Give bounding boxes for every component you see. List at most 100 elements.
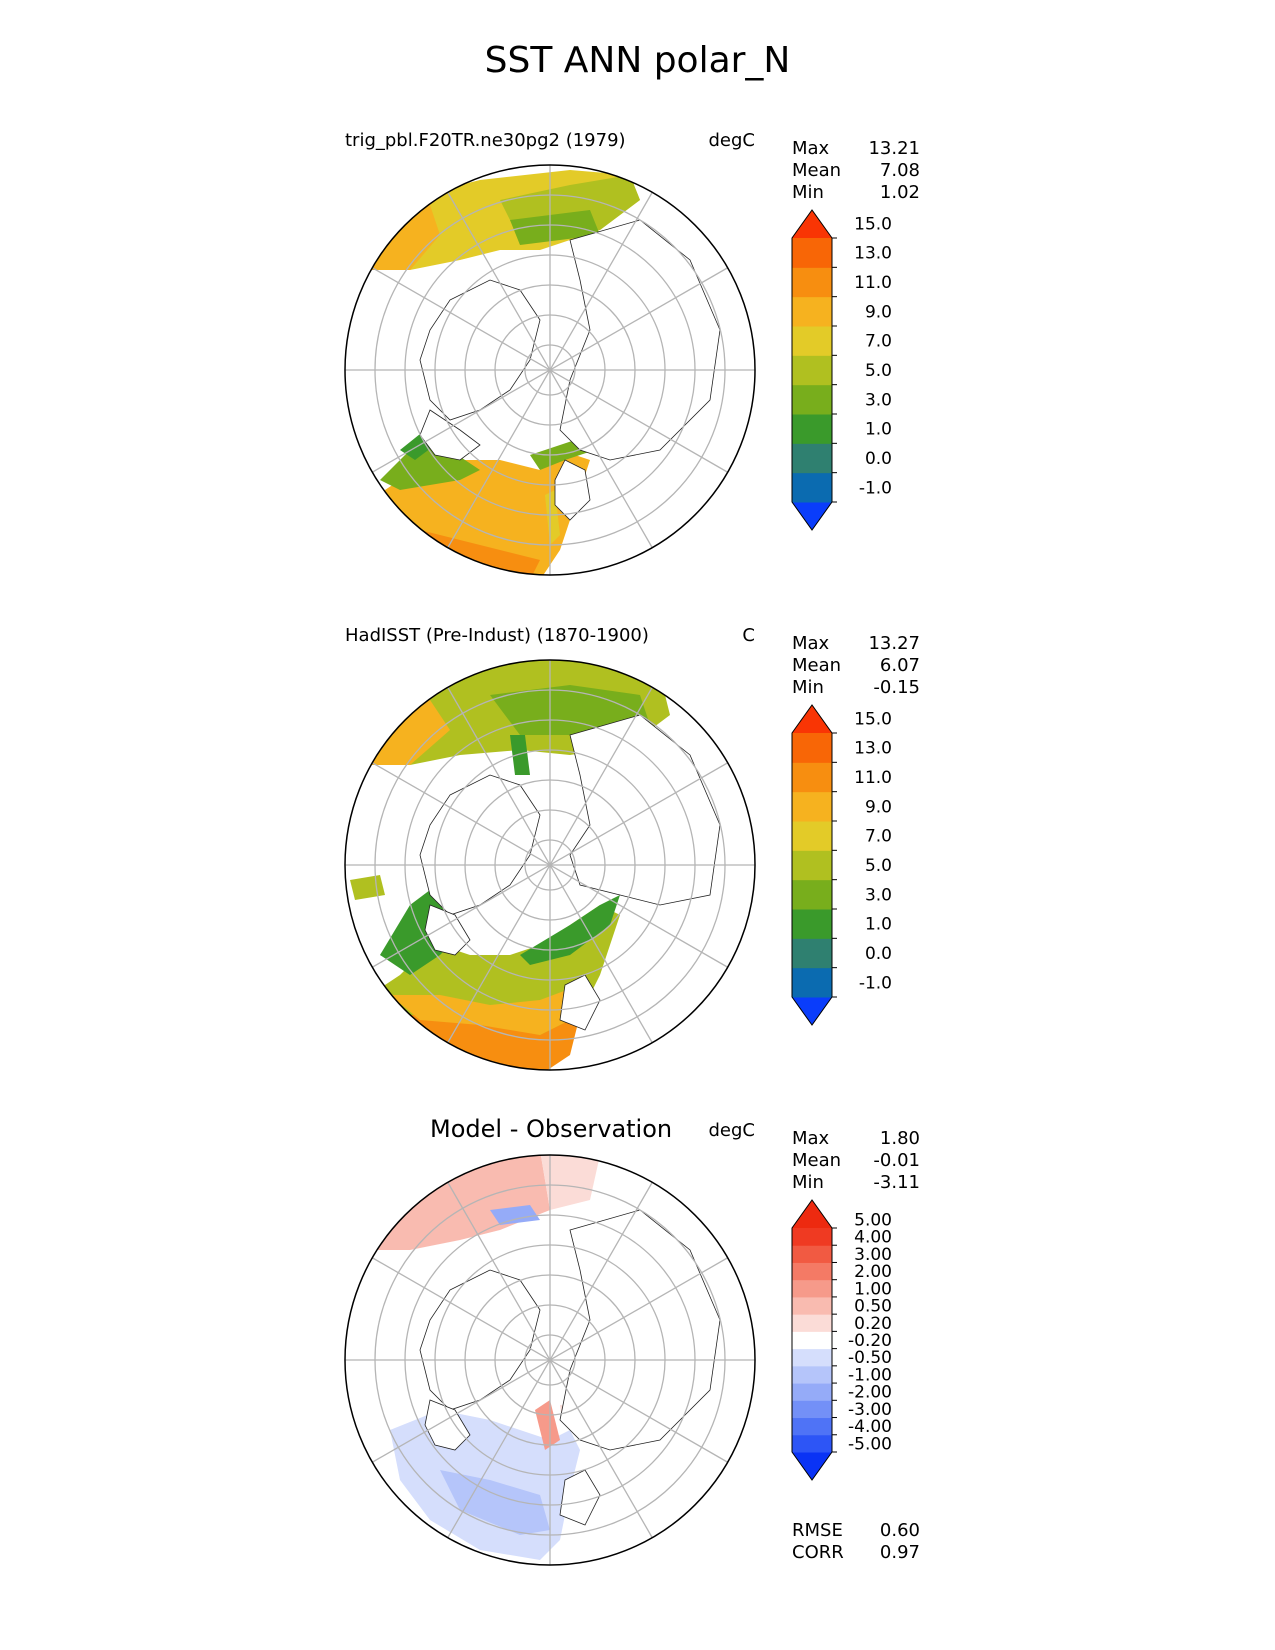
landmass-north-america <box>419 1269 541 1411</box>
colorbar-tick-label: 0.50 <box>854 1297 892 1317</box>
landmass-scandinavia <box>554 459 591 521</box>
colorbar: -5.00-4.00-3.00-2.00-1.00-0.50-0.200.200… <box>791 1199 892 1481</box>
colorbar-tick-label: 1.00 <box>854 1279 892 1299</box>
landmass-greenland <box>424 1399 471 1451</box>
colorbar-tick-label: 11.0 <box>854 768 892 788</box>
stat-mean-label: Mean <box>792 655 842 676</box>
metrics-box: RMSE 0.60 CORR 0.97 <box>792 1520 920 1564</box>
panel-difference: Model - Observation degC Max 1.80 Mean -0.… <box>0 1110 1275 1590</box>
panel-units: degC <box>708 130 756 151</box>
colorbar-segment <box>792 1279 832 1298</box>
metric-rmse: 0.60 <box>879 1520 920 1541</box>
stat-max: 13.21 <box>868 138 920 159</box>
metric-rmse-label: RMSE <box>792 1520 843 1541</box>
diff-field-pacific-west <box>370 1155 550 1250</box>
colorbar-tick-label: 7.0 <box>865 827 892 847</box>
colorbar-tick-label: -2.00 <box>848 1383 892 1403</box>
ocean-field-atlantic-north <box>380 440 480 490</box>
colorbar-segment <box>792 414 832 444</box>
colorbar-tick-label: 9.0 <box>865 797 892 817</box>
colorbar-tick-label: 5.0 <box>865 856 892 876</box>
polar-map <box>344 659 756 1071</box>
colorbar-tick-label: 2.00 <box>854 1262 892 1282</box>
ocean-field-bering <box>510 210 600 245</box>
colorbar-segment <box>792 1331 832 1350</box>
colorbar-segment <box>792 1296 832 1315</box>
panel-title: HadISST (Pre-Indust) (1870-1900) <box>345 625 649 646</box>
colorbar-tick-label: -5.00 <box>848 1434 892 1454</box>
panel-units: degC <box>708 1120 756 1141</box>
diff-field-atlantic-cold <box>440 1470 550 1535</box>
metric-corr: 0.97 <box>879 1542 920 1563</box>
diff-field-pacific-cold <box>490 1205 540 1225</box>
colorbar-extend-min <box>792 1452 832 1480</box>
colorbar-segment <box>792 879 832 910</box>
stat-min-label: Min <box>792 1172 824 1193</box>
colorbar-segment <box>792 326 832 356</box>
stat-min-label: Min <box>792 182 824 203</box>
colorbar-tick-label: 1.0 <box>865 915 892 935</box>
diff-field-atlantic-warm <box>535 1400 560 1450</box>
colorbar-extend-max <box>792 1200 832 1228</box>
stat-max: 13.27 <box>868 633 920 654</box>
ocean-field-bering-strait <box>510 735 530 775</box>
stats-box: Max 13.27 Mean 6.07 Min -0.15 <box>792 633 920 699</box>
colorbar-segment <box>792 1245 832 1263</box>
colorbar-extend-max <box>792 705 832 733</box>
colorbar-tick-label: 0.20 <box>854 1314 892 1334</box>
colorbar-segment <box>792 443 832 474</box>
colorbar-tick-label: 15.0 <box>854 214 892 234</box>
colorbar-segment <box>792 791 832 822</box>
colorbar: -1.0 0.0 1.0 3.0 5.0 7.0 9.0 11.0 13.0 15.0 <box>791 704 892 1026</box>
colorbar-segment <box>792 1417 832 1436</box>
panel-title: Model - Observation <box>430 1115 673 1143</box>
landmass-scandinavia <box>559 974 601 1031</box>
stat-mean-label: Mean <box>792 1150 842 1171</box>
colorbar-segment <box>792 1434 832 1453</box>
colorbar-segment <box>792 967 832 998</box>
colorbar-tick-label: 11.0 <box>854 273 892 293</box>
stat-max: 1.80 <box>879 1128 920 1149</box>
colorbar-tick-label: 3.0 <box>865 390 892 410</box>
landmass-eurasia <box>559 1209 721 1451</box>
landmass-north-america <box>419 774 541 916</box>
colorbar-segment <box>792 733 832 763</box>
colorbar-tick-label: 1.0 <box>865 420 892 440</box>
panel-units: C <box>742 625 755 646</box>
colorbar-tick-label: 3.00 <box>854 1245 892 1265</box>
ocean-field-barents <box>520 895 620 965</box>
colorbar-segment <box>792 909 832 939</box>
colorbar-tick-label: -3.00 <box>848 1400 892 1420</box>
colorbar-tick-label: -0.20 <box>848 1331 892 1351</box>
diff-field-pacific-east <box>540 1155 600 1210</box>
ocean-field-atlantic-mid <box>390 985 580 1035</box>
colorbar-segment <box>792 1348 832 1367</box>
figure-title: SST ANN polar_N <box>484 40 791 81</box>
colorbar-segment <box>792 384 832 415</box>
colorbar-tick-label: -4.00 <box>848 1417 892 1437</box>
colorbar-tick-label: 9.0 <box>865 302 892 322</box>
colorbar-tick-label: 0.0 <box>865 944 892 964</box>
colorbar-tick-label: -1.00 <box>848 1365 892 1385</box>
colorbar-segment <box>792 850 832 881</box>
stat-min-label: Min <box>792 677 824 698</box>
colorbar-segment <box>792 1262 832 1281</box>
colorbar-segment <box>792 472 832 503</box>
panel-test: trig_pbl.F20TR.ne30pg2 (1979) degC Max 13… <box>0 120 1275 600</box>
colorbar-segment <box>792 355 832 386</box>
landmass-scandinavia <box>559 1469 601 1526</box>
colorbar-tick-label: 5.0 <box>865 361 892 381</box>
landmass-north-america <box>419 279 541 421</box>
colorbar-extend-max <box>792 210 832 238</box>
panel-title: trig_pbl.F20TR.ne30pg2 (1979) <box>345 130 626 151</box>
colorbar-tick-label: 7.0 <box>865 332 892 352</box>
stat-mean: 7.08 <box>879 160 920 181</box>
colorbar-segment <box>792 938 832 969</box>
colorbar-tick-label: -1.0 <box>859 973 892 993</box>
stat-min: 1.02 <box>879 182 920 203</box>
metric-corr-label: CORR <box>792 1542 844 1563</box>
colorbar-segment <box>792 1400 832 1419</box>
colorbar-segment <box>792 1228 832 1246</box>
polar-map <box>344 1154 756 1566</box>
stat-mean: -0.01 <box>873 1150 920 1171</box>
